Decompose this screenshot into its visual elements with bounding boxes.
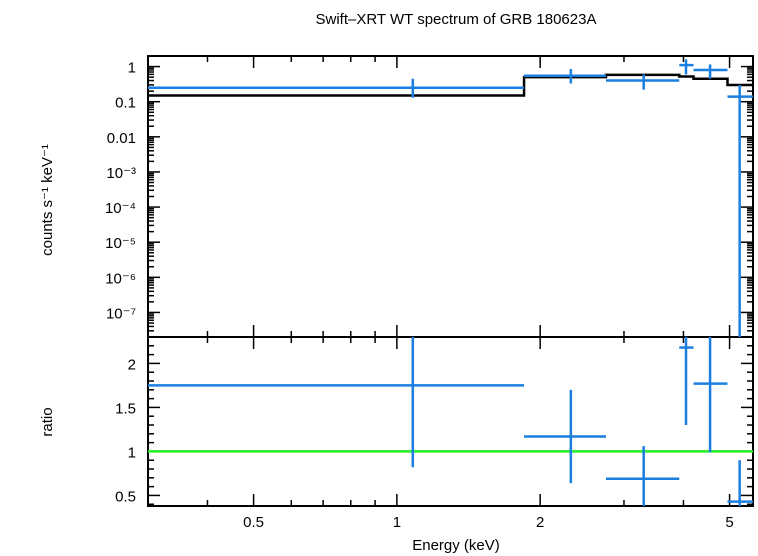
data-point bbox=[693, 337, 728, 453]
tick-labels: 0.5 1 2 5 1 0.1 0.01 10⁻³ 10⁻⁴ 10⁻⁵ 10⁻⁶ 10⁻⁷ 0.5 1 1.… bbox=[105, 60, 734, 531]
data-point bbox=[679, 59, 694, 75]
y-tick-label: 1.5 bbox=[115, 400, 136, 417]
data-points bbox=[148, 59, 753, 506]
y-tick-label: 0.01 bbox=[107, 130, 136, 147]
data-point bbox=[148, 337, 525, 468]
data-point bbox=[605, 74, 680, 90]
y-tick-label: 10⁻³ bbox=[106, 165, 136, 182]
chart-title: Swift–XRT WT spectrum of GRB 180623A bbox=[316, 11, 597, 28]
ratio-panel-frame bbox=[147, 336, 754, 507]
x-axis-label: Energy (keV) bbox=[412, 537, 500, 554]
data-point bbox=[727, 84, 753, 337]
data-point bbox=[605, 446, 680, 506]
data-point bbox=[524, 69, 606, 84]
axis-ticks bbox=[147, 55, 753, 506]
x-tick-label: 0.5 bbox=[243, 514, 264, 531]
x-tick-label: 5 bbox=[725, 514, 733, 531]
data-point bbox=[693, 64, 728, 79]
x-tick-label: 2 bbox=[536, 514, 544, 531]
y-tick-label: 10⁻⁷ bbox=[106, 305, 136, 322]
spectrum-panel-frame bbox=[147, 55, 754, 338]
ratio-y-axis-label: ratio bbox=[39, 407, 56, 436]
data-point bbox=[148, 78, 525, 98]
data-point bbox=[524, 389, 606, 484]
y-tick-label: 0.5 bbox=[115, 488, 136, 505]
y-tick-label: 2 bbox=[128, 356, 136, 373]
data-point bbox=[679, 337, 694, 426]
model-step-line bbox=[148, 73, 753, 97]
y-tick-label: 10⁻⁴ bbox=[105, 200, 136, 217]
y-tick-label: 1 bbox=[128, 444, 136, 461]
y-tick-label: 10⁻⁵ bbox=[105, 235, 136, 252]
model-curve bbox=[148, 73, 753, 453]
data-point bbox=[727, 460, 753, 506]
x-tick-label: 1 bbox=[393, 514, 401, 531]
y-tick-label: 10⁻⁶ bbox=[105, 270, 136, 287]
y-tick-label: 1 bbox=[128, 60, 136, 77]
spectrum-y-axis-label: counts s⁻¹ keV⁻¹ bbox=[39, 144, 56, 256]
y-tick-label: 0.1 bbox=[115, 95, 136, 112]
